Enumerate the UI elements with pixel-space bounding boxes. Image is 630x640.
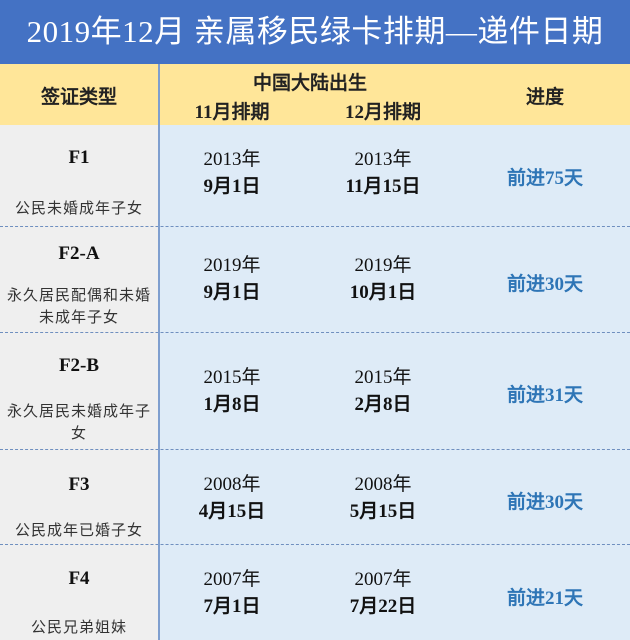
visa-desc: 公民未婚成年子女 [14, 201, 143, 217]
dec-year: 2019年 [354, 255, 412, 276]
dec-year: 2015年 [354, 367, 412, 388]
dec-date: 10月1日 [349, 282, 417, 303]
nov-year: 2019年 [203, 255, 261, 276]
nov-year: 2015年 [203, 367, 261, 388]
progress: 前进30天 [506, 274, 583, 295]
visa-desc: 永久居民配偶和未婚未成年子女 [6, 288, 151, 326]
table-row: F4 公民兄弟姐妹 2007年 7月1日 2007年 7月22日 前进21天 [0, 545, 630, 640]
table-header: 签证类型 中国大陆出生 11月排期 12月排期 进度 [0, 64, 630, 126]
visa-desc: 公民成年已婚子女 [14, 523, 143, 539]
visa-code: F3 [68, 474, 90, 495]
visa-code: F2-B [58, 355, 100, 376]
table-row: F2-B 永久居民未婚成年子女 2015年 1月8日 2015年 2月8日 前进31… [0, 333, 630, 450]
dec-date: 5月15日 [349, 501, 417, 522]
progress: 前进75天 [506, 168, 583, 189]
table-row: F1 公民未婚成年子女 2013年 9月1日 2013年 11月15日 前进75天 [0, 125, 630, 227]
header-nov: 11月排期 [194, 102, 270, 123]
nov-date: 9月1日 [203, 176, 261, 197]
dec-date: 7月22日 [349, 596, 417, 617]
dec-date: 11月15日 [345, 176, 421, 197]
progress: 前进31天 [506, 385, 583, 406]
progress: 前进21天 [506, 588, 583, 609]
header-visa-type: 签证类型 [40, 87, 117, 108]
nov-date: 4月15日 [198, 501, 266, 522]
column-divider [158, 64, 160, 640]
visa-desc: 公民兄弟姐妹 [30, 620, 127, 636]
nov-date: 7月1日 [203, 596, 261, 617]
header-progress: 进度 [525, 87, 564, 108]
dec-year: 2007年 [354, 569, 412, 590]
header-dec: 12月排期 [344, 102, 421, 123]
nov-year: 2007年 [203, 569, 261, 590]
nov-date: 9月1日 [203, 282, 261, 303]
visa-code: F2-A [58, 243, 100, 264]
header-region: 中国大陆出生 [252, 73, 367, 94]
visa-code: F4 [68, 568, 90, 589]
nov-year: 2008年 [203, 474, 261, 495]
page-title: 2019年12月 亲属移民绿卡排期—递件日期 [0, 0, 630, 64]
visa-code: F1 [68, 147, 90, 168]
table-row: F3 公民成年已婚子女 2008年 4月15日 2008年 5月15日 前进30天 [0, 450, 630, 545]
nov-year: 2013年 [203, 149, 261, 170]
dec-date: 2月8日 [354, 394, 412, 415]
table-row: F2-A 永久居民配偶和未婚未成年子女 2019年 9月1日 2019年 10月1日… [0, 227, 630, 333]
progress: 前进30天 [506, 492, 583, 513]
nov-date: 1月8日 [203, 394, 261, 415]
visa-desc: 永久居民未婚成年子女 [6, 404, 151, 442]
dec-year: 2008年 [354, 474, 412, 495]
dec-year: 2013年 [354, 149, 412, 170]
